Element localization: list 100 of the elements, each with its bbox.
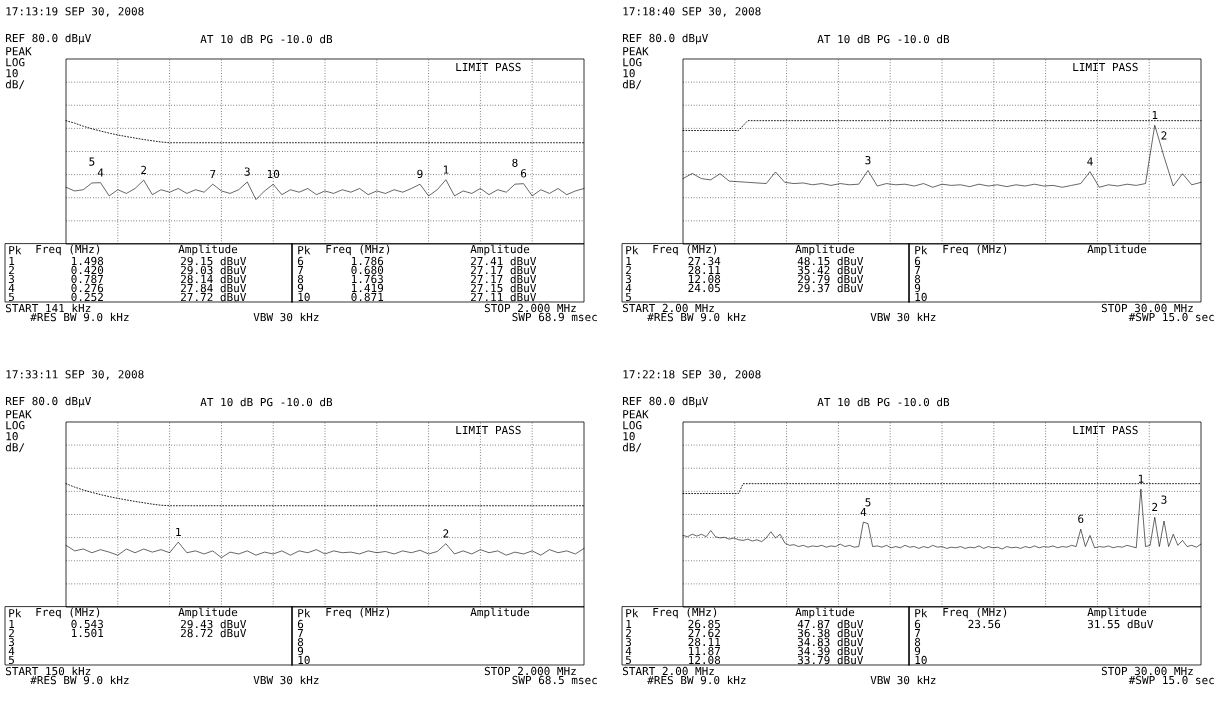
text: 10	[298, 655, 310, 665]
text: SWP 68.5 msec	[512, 675, 597, 685]
text: LIMIT PASS	[456, 62, 521, 72]
text: 6	[297, 256, 304, 266]
text: 27.17 dBuV	[471, 274, 537, 284]
text: 34.39 dBuV	[797, 646, 864, 656]
text: 5	[625, 655, 631, 665]
chart-subtitle: REF 80.0 dBµV	[622, 396, 708, 408]
text: START 2.00 MHz	[622, 303, 714, 313]
text: VBW 30 kHz	[253, 675, 319, 685]
text: 11.87	[689, 646, 720, 656]
text: 29.43 dBuV	[181, 619, 247, 629]
text: SWP 68.9 msec	[512, 312, 597, 322]
chart-title: 17:33:11 SEP 30, 2008	[6, 370, 144, 380]
text: 28.11	[688, 265, 721, 275]
y-axis-title: PEAK LOG 10 dB/	[622, 47, 649, 90]
chart-title: 17:18:40 SEP 30, 2008	[623, 7, 761, 17]
annotation: 8	[512, 158, 518, 167]
text: Freq (MHz)	[326, 244, 390, 256]
text: 28.14 dBuV	[181, 274, 247, 284]
text: 0.276	[71, 283, 104, 293]
text: Pk	[626, 608, 639, 618]
text: 0.420	[71, 265, 104, 275]
text: Pk	[626, 245, 639, 255]
text: Amplitude	[178, 244, 238, 256]
text: 6	[914, 256, 921, 266]
text: 12.08	[689, 274, 721, 284]
text: 47.87 dBuV	[797, 619, 864, 629]
text: Pk	[9, 245, 22, 255]
y-axis-title: PEAK LOG 10 dB/	[5, 410, 32, 453]
y-axis-title: PEAK LOG 10 dB/	[622, 410, 649, 453]
text: START 150 kHz	[5, 666, 91, 676]
text: 1.763	[352, 274, 383, 284]
text: 3	[8, 637, 14, 647]
text: 28.72 dBuV	[181, 628, 247, 638]
text: #RES BW 9.0 kHz	[647, 675, 746, 685]
text: 0.680	[351, 265, 384, 275]
text: 2	[9, 265, 14, 275]
text: 27.84 dBuV	[181, 283, 247, 293]
text: STOP 30.00 MHz	[1101, 303, 1193, 313]
text: 1.419	[352, 283, 384, 293]
text: 2	[9, 628, 14, 638]
text: #RES BW 9.0 kHz	[30, 675, 129, 685]
text: Pk	[915, 608, 928, 618]
text: 23.56	[968, 619, 1001, 629]
text: Amplitude	[1087, 607, 1147, 619]
text: AT 10 dB PG -10.0 dB	[200, 34, 333, 44]
text: 9	[297, 646, 304, 656]
text: Freq (MHz)	[36, 607, 100, 619]
chart-subtitle: REF 80.0 dBµV	[622, 33, 708, 45]
text: 27.72 dBuV	[181, 292, 247, 302]
text: 4	[625, 646, 632, 655]
text: 5	[8, 292, 14, 302]
annotation: 10	[267, 169, 280, 179]
text: 6	[914, 619, 921, 629]
annotation: 4	[1087, 157, 1093, 166]
annotation: 2	[443, 529, 449, 538]
text: Pk	[298, 245, 311, 255]
text: 1.501	[72, 628, 104, 638]
annotation: 5	[89, 157, 95, 166]
text: 4	[8, 646, 15, 655]
annotation: 4	[860, 507, 867, 516]
text: START 2.00 MHz	[622, 666, 714, 676]
annotation: 1	[176, 527, 181, 536]
text: 34.83 dBuV	[797, 637, 864, 647]
annotation: 6	[520, 169, 527, 178]
text: 33.79 dBuV	[797, 655, 864, 665]
text: 29.37 dBuV	[798, 283, 864, 293]
annotation: 9	[417, 169, 423, 178]
text: LIMIT PASS	[1073, 62, 1138, 72]
annotation: 1	[1152, 111, 1158, 120]
text: 9	[297, 283, 304, 293]
text: 36.38 dBuV	[797, 628, 864, 638]
text: 1	[9, 256, 15, 265]
text: 26.85	[688, 619, 720, 629]
text: 35.42 dBuV	[797, 265, 864, 275]
text: 27.34	[688, 256, 721, 266]
text: AT 10 dB PG -10.0 dB	[200, 397, 333, 407]
text: STOP 2.000 MHz	[484, 666, 576, 676]
text: 1	[626, 619, 632, 628]
text: VBW 30 kHz	[870, 675, 936, 685]
annotation: 5	[865, 498, 871, 507]
text: 9	[914, 646, 921, 656]
annotation: 1	[443, 165, 449, 174]
text: Amplitude	[470, 607, 530, 619]
text: 10	[915, 292, 927, 302]
annotation: 6	[1078, 514, 1084, 523]
text: 0.252	[71, 292, 103, 302]
text: 0.787	[71, 274, 103, 284]
text: 8	[297, 637, 304, 647]
annotation: 2	[1152, 502, 1158, 512]
text: 9	[914, 283, 921, 293]
text: AT 10 dB PG -10.0 dB	[817, 34, 950, 44]
text: 24.05	[688, 283, 720, 293]
text: STOP 2.000 MHz	[484, 303, 576, 313]
text: 7	[297, 265, 303, 274]
text: Amplitude	[1087, 244, 1147, 256]
text: STOP 30.00 MHz	[1101, 666, 1193, 676]
text: 29.03 dBuV	[181, 265, 247, 275]
text: Freq (MHz)	[943, 244, 1007, 256]
